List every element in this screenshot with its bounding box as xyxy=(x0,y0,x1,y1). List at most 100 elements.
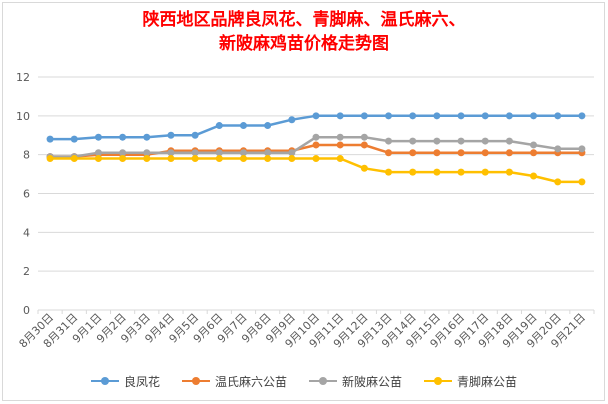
data-point xyxy=(360,141,368,149)
data-point xyxy=(457,137,465,145)
data-point xyxy=(119,133,127,141)
data-point xyxy=(457,112,465,120)
data-point xyxy=(481,137,489,145)
legend-label: 新陂麻公苗 xyxy=(342,374,403,389)
data-point xyxy=(336,112,344,120)
y-tick-label: 10 xyxy=(16,110,30,123)
data-point xyxy=(409,168,417,176)
data-point xyxy=(336,133,344,141)
chart-title-line-2: 新陂麻鸡苗价格走势图 xyxy=(219,34,389,54)
data-point xyxy=(288,155,296,163)
legend-swatch xyxy=(309,376,337,386)
data-point xyxy=(239,155,247,163)
data-point xyxy=(239,122,247,130)
legend-label: 温氏麻六公苗 xyxy=(214,374,287,389)
data-point xyxy=(336,141,344,149)
data-point xyxy=(215,122,223,130)
legend-item: 青脚麻公苗 xyxy=(424,373,517,390)
data-point xyxy=(312,112,320,120)
data-point xyxy=(481,168,489,176)
data-point xyxy=(578,178,586,186)
data-point xyxy=(191,155,199,163)
data-point xyxy=(70,135,78,143)
data-point xyxy=(360,112,368,120)
data-point xyxy=(119,149,127,157)
y-tick-label: 12 xyxy=(16,71,30,84)
data-point xyxy=(409,149,417,157)
data-point xyxy=(457,149,465,157)
y-tick-label: 2 xyxy=(23,265,30,278)
legend-item: 良凤花 xyxy=(90,373,160,390)
data-point xyxy=(505,112,513,120)
data-point xyxy=(264,149,272,157)
data-point xyxy=(385,168,393,176)
data-point xyxy=(457,168,465,176)
data-point xyxy=(578,112,586,120)
data-point xyxy=(94,155,102,163)
data-point xyxy=(288,116,296,124)
data-point xyxy=(191,131,199,139)
data-point xyxy=(433,168,441,176)
data-point xyxy=(94,149,102,157)
chart-title-line-1: 陕西地区品牌良凤花、青脚麻、温氏麻六、 xyxy=(142,10,466,30)
data-point xyxy=(70,155,78,163)
data-point xyxy=(554,145,562,153)
data-point xyxy=(215,155,223,163)
chart-legend: 良凤花 温氏麻六公苗 新陂麻公苗 青脚麻公苗 xyxy=(0,372,608,390)
data-point xyxy=(360,133,368,141)
data-point xyxy=(191,149,199,157)
chart-frame xyxy=(2,2,605,401)
data-point xyxy=(167,155,175,163)
data-point xyxy=(433,149,441,157)
legend-label: 青脚麻公苗 xyxy=(457,374,518,389)
legend-label: 良凤花 xyxy=(123,374,160,389)
legend-item: 温氏麻六公苗 xyxy=(181,373,287,390)
y-tick-label: 8 xyxy=(23,149,30,162)
data-point xyxy=(312,155,320,163)
data-point xyxy=(385,137,393,145)
data-point xyxy=(530,112,538,120)
data-point xyxy=(312,141,320,149)
data-point xyxy=(264,122,272,130)
data-point xyxy=(94,133,102,141)
data-point xyxy=(46,155,54,163)
data-point xyxy=(505,137,513,145)
data-point xyxy=(385,149,393,157)
data-point xyxy=(433,112,441,120)
y-tick-label: 6 xyxy=(23,188,30,201)
data-point xyxy=(505,149,513,157)
data-point xyxy=(481,149,489,157)
y-tick-label: 0 xyxy=(23,304,30,317)
data-point xyxy=(385,112,393,120)
data-point xyxy=(46,135,54,143)
data-point xyxy=(360,164,368,172)
data-point xyxy=(167,131,175,139)
data-point xyxy=(530,141,538,149)
chart-title: 陕西地区品牌良凤花、青脚麻、温氏麻六、 新陂麻鸡苗价格走势图 xyxy=(0,8,608,56)
data-point xyxy=(288,149,296,157)
y-tick-label: 4 xyxy=(23,226,30,239)
data-point xyxy=(264,155,272,163)
legend-swatch xyxy=(181,376,210,386)
data-point xyxy=(119,155,127,163)
data-point xyxy=(481,112,489,120)
legend-item: 新陂麻公苗 xyxy=(309,373,402,390)
data-point xyxy=(409,112,417,120)
data-point xyxy=(239,149,247,157)
data-point xyxy=(554,178,562,186)
data-point xyxy=(530,172,538,180)
data-point xyxy=(336,155,344,163)
data-point xyxy=(143,133,151,141)
data-point xyxy=(505,168,513,176)
legend-swatch xyxy=(90,376,119,386)
data-point xyxy=(167,149,175,157)
legend-swatch xyxy=(424,376,453,386)
data-point xyxy=(143,155,151,163)
data-point xyxy=(578,145,586,153)
data-point xyxy=(530,149,538,157)
data-point xyxy=(409,137,417,145)
data-point xyxy=(554,112,562,120)
data-point xyxy=(312,133,320,141)
data-point xyxy=(215,149,223,157)
